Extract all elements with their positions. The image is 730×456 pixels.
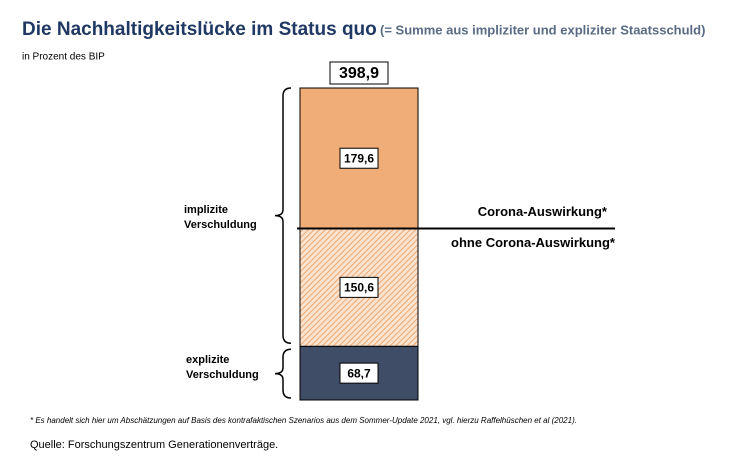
- bracket-label-text: explizite Verschuldung: [186, 354, 259, 382]
- bracket: [274, 348, 292, 399]
- unit-label: in Prozent des BIP: [22, 52, 105, 63]
- series-label: Corona-Auswirkung*: [478, 204, 608, 219]
- total-label: 398,9: [339, 65, 379, 82]
- bracket-label: implizite Verschuldung: [184, 204, 257, 232]
- bracket-label-text: implizite Verschuldung: [184, 204, 257, 232]
- series-label: ohne Corona-Auswirkung*: [451, 235, 616, 250]
- footnote: * Es handelt sich hier um Abschätzungen …: [30, 416, 577, 425]
- bracket: [274, 87, 292, 345]
- value-label-box: [339, 147, 379, 169]
- chart-subtitle: (= Summe aus impliziter und expliziter S…: [380, 22, 705, 37]
- source: Quelle: Forschungszentrum Generationenve…: [30, 439, 278, 451]
- bracket-label: explizite Verschuldung: [186, 354, 259, 382]
- value-label: 179,6: [344, 151, 374, 165]
- total-box: [329, 61, 389, 85]
- value-label-box: [339, 276, 379, 298]
- value-label: 68,7: [347, 366, 371, 380]
- chart-title: Die Nachhaltigkeitslücke im Status quo: [22, 19, 377, 40]
- value-label: 150,6: [344, 281, 374, 295]
- value-label-box: [339, 362, 379, 384]
